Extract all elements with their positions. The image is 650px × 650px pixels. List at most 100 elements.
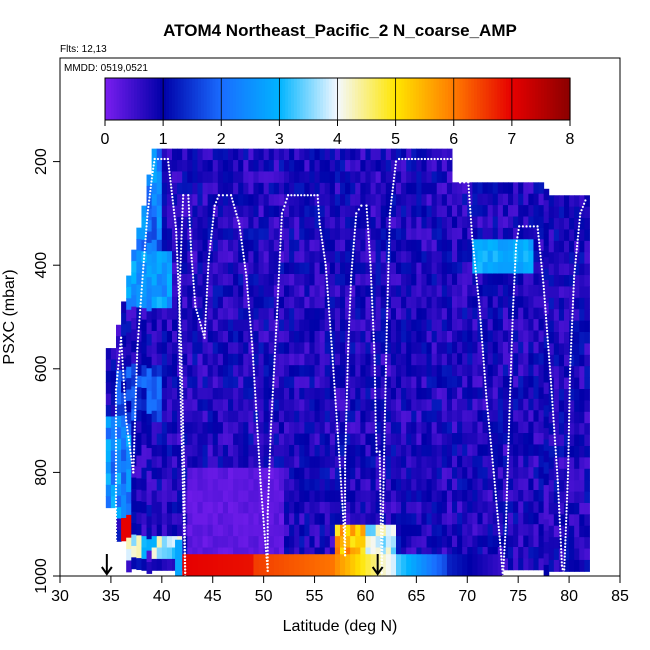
heatmap-cell: [294, 513, 300, 526]
track-point: [493, 484, 497, 487]
heatmap-cell: [197, 490, 204, 503]
heatmap-cell: [477, 216, 484, 229]
heatmap-cell: [105, 496, 112, 509]
heatmap-cell: [370, 547, 377, 560]
heatmap-cell: [278, 536, 285, 549]
heatmap-cell: [253, 422, 260, 435]
track-point: [135, 379, 138, 382]
heatmap-cell: [518, 490, 524, 502]
heatmap-cell: [197, 171, 204, 184]
heatmap-cell: [574, 514, 580, 527]
track-point: [136, 346, 139, 350]
track-point: [181, 422, 185, 425]
heatmap-cell: [553, 229, 560, 242]
track-point: [252, 373, 256, 376]
heatmap-cell: [345, 524, 351, 537]
track-point: [182, 497, 185, 500]
track-point: [179, 381, 182, 384]
heatmap-cell: [187, 536, 193, 549]
heatmap-cell: [187, 513, 193, 526]
heatmap-cell: [401, 262, 407, 275]
heatmap-cell: [141, 376, 148, 389]
track-point: [133, 445, 136, 448]
heatmap-cell: [294, 262, 300, 275]
track-point: [140, 291, 143, 294]
heatmap-cell: [324, 399, 331, 412]
heatmap-cell: [228, 217, 234, 229]
heatmap-cell: [416, 160, 422, 172]
heatmap-cell: [518, 535, 524, 548]
heatmap-cell: [396, 274, 402, 286]
track-point: [392, 183, 395, 186]
heatmap-cell: [457, 535, 463, 548]
track-point: [279, 244, 282, 247]
heatmap-cell: [243, 160, 249, 172]
track-point: [253, 383, 256, 386]
track-point: [175, 231, 178, 234]
heatmap-cell: [238, 536, 244, 549]
heatmap-cell: [319, 217, 326, 229]
track-point: [179, 388, 182, 391]
track-point: [494, 493, 497, 496]
heatmap-cell: [492, 398, 499, 411]
heatmap-cell: [243, 376, 249, 389]
heatmap-cell: [436, 536, 443, 549]
heatmap-cell: [548, 218, 555, 230]
heatmap-cell: [492, 501, 499, 514]
track-point: [384, 364, 388, 368]
heatmap-cell: [564, 525, 570, 538]
heatmap-cell: [273, 513, 280, 526]
heatmap-cell: [299, 490, 305, 503]
heatmap-cell: [110, 393, 117, 406]
heatmap-cell: [197, 387, 204, 400]
heatmap-cell: [207, 467, 214, 480]
heatmap-cell: [314, 330, 321, 343]
heatmap-cell: [299, 547, 305, 560]
heatmap-cell: [355, 319, 361, 332]
heatmap-cell: [166, 182, 173, 195]
track-point: [476, 289, 479, 292]
heatmap-cell: [172, 456, 178, 469]
heatmap-cell: [345, 399, 351, 412]
track-point: [245, 274, 248, 277]
track-point: [181, 475, 184, 478]
track-point: [206, 271, 210, 275]
track-point: [345, 412, 348, 415]
heatmap-cell: [345, 148, 351, 161]
heatmap-cell: [202, 353, 209, 366]
track-point: [178, 287, 182, 290]
heatmap-cell: [487, 421, 494, 434]
heatmap-cell: [564, 229, 570, 242]
track-point: [483, 369, 486, 373]
heatmap-cell: [523, 205, 529, 218]
heatmap-cell: [375, 524, 382, 537]
track-point: [178, 336, 181, 339]
track-point: [382, 481, 385, 484]
heatmap-cell: [319, 285, 326, 298]
heatmap-cell: [390, 365, 397, 378]
track-point: [506, 458, 510, 461]
heatmap-cell: [584, 309, 590, 322]
heatmap-cell: [508, 364, 514, 377]
heatmap-cell: [329, 285, 336, 298]
heatmap-cell: [161, 547, 168, 560]
heatmap-cell: [406, 536, 412, 549]
heatmap-cell: [523, 319, 529, 331]
track-point: [179, 267, 182, 270]
track-point: [379, 489, 382, 493]
track-point: [375, 436, 378, 439]
heatmap-cell: [110, 484, 117, 497]
heatmap-cell: [222, 319, 229, 332]
heatmap-cell: [396, 171, 402, 184]
heatmap-cell: [294, 353, 300, 366]
track-point: [369, 264, 372, 267]
heatmap-cell: [126, 503, 132, 516]
track-point: [180, 230, 183, 234]
heatmap-cell: [462, 307, 468, 320]
track-point: [372, 328, 375, 331]
track-point: [180, 423, 183, 426]
heatmap-cell: [411, 217, 417, 229]
track-point: [290, 194, 293, 197]
track-point: [478, 305, 481, 308]
track-point: [525, 225, 528, 228]
